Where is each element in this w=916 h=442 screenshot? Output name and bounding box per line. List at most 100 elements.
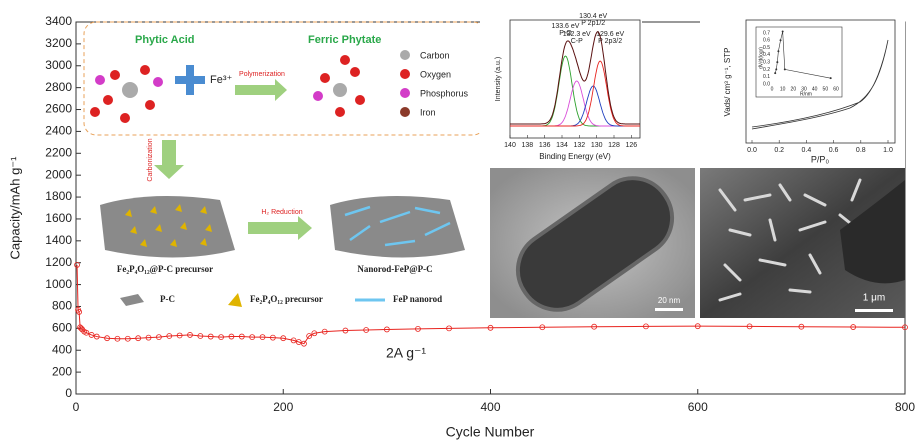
legend-label: Iron xyxy=(420,107,436,117)
arrow xyxy=(235,79,287,101)
data-point xyxy=(342,327,349,334)
arrow xyxy=(154,140,184,179)
peak-name: P 2p3/2 xyxy=(598,38,622,45)
data-point xyxy=(238,333,245,340)
y-tick-label: 0.0 xyxy=(763,81,770,87)
y-tick-label: 1400 xyxy=(45,233,72,247)
y-tick-label: 0.2 xyxy=(763,67,770,73)
x-tick-label: 30 xyxy=(801,86,807,92)
pore-point xyxy=(777,50,780,53)
x-tick-label: 0.6 xyxy=(829,147,839,154)
y-tick-label: 2000 xyxy=(45,167,72,181)
schematic: Phytic Acid Ferric Phytate Fe³⁺ Polymeri… xyxy=(83,21,486,307)
data-point xyxy=(124,335,131,342)
y-tick-label: 2800 xyxy=(45,80,72,94)
pore-point xyxy=(779,39,782,42)
molecule xyxy=(313,55,365,117)
x-tick-label: 800 xyxy=(895,400,915,414)
data-point xyxy=(850,324,857,330)
data-point xyxy=(155,334,162,341)
data-point xyxy=(383,326,390,333)
data-point xyxy=(166,333,173,339)
data-point xyxy=(145,334,152,341)
data-point xyxy=(228,333,235,340)
peak-label: 132.3 eV xyxy=(563,31,591,38)
y-tick-label: 2400 xyxy=(45,124,72,138)
x-axis-title: Binding Energy (eV) xyxy=(539,152,611,161)
data-point xyxy=(269,334,276,341)
label: Phytic Acid xyxy=(135,34,195,46)
peak-name: C-P xyxy=(571,38,583,45)
y-tick-label: 200 xyxy=(52,364,72,378)
data-point xyxy=(415,325,421,332)
pore-point xyxy=(781,30,784,33)
data-point xyxy=(487,324,494,331)
scale-bar xyxy=(855,309,893,312)
sheet xyxy=(100,196,235,258)
data-point xyxy=(290,337,297,344)
label: Polymerization xyxy=(239,71,285,78)
y-tick-label: 0.4 xyxy=(763,52,770,58)
xps-envelope xyxy=(510,31,640,125)
data-point xyxy=(249,334,256,341)
legend-label: Phosphorus xyxy=(420,88,469,98)
x-tick-label: 1.0 xyxy=(883,147,893,154)
x-tick-label: 200 xyxy=(273,400,293,414)
y-tick-label: 2200 xyxy=(45,145,72,159)
data-point xyxy=(902,324,908,331)
data-point xyxy=(218,334,224,341)
data-point xyxy=(746,323,753,330)
y-tick-label: 3000 xyxy=(45,58,72,72)
inset-frame xyxy=(745,19,896,144)
label: Carbonization xyxy=(147,138,154,181)
y-tick-label: 0.3 xyxy=(763,59,770,65)
peak-name: P 2p1/2 xyxy=(581,20,605,27)
peak-label: 130.4 eV xyxy=(579,13,607,20)
data-point xyxy=(88,332,95,338)
y-tick-label: 0.1 xyxy=(763,74,770,80)
pore-line xyxy=(774,31,831,79)
label: Fe₂P₄O₁₂@P-C precursor xyxy=(117,264,213,274)
data-point xyxy=(280,335,287,342)
data-point xyxy=(301,340,307,347)
particle xyxy=(515,176,675,312)
xps-inset: Intensity (a.u.) Binding Energy (eV) 140… xyxy=(480,13,642,168)
y-tick-label: 3400 xyxy=(45,14,72,28)
nanorods xyxy=(344,205,451,247)
bet-inset: Vads/ cm³ g⁻¹, STP P/P₀ 0.0 0.2 0.4 0.6 0.8 1… xyxy=(700,14,905,168)
x-tick-label: 0.4 xyxy=(802,147,812,154)
y-tick-label: 0.7 xyxy=(763,30,770,36)
y-axis-title: Vads/ cm³ g⁻¹, STP xyxy=(723,48,732,117)
data-point xyxy=(798,323,805,330)
legend-label: Oxygen xyxy=(420,69,451,79)
data-point xyxy=(446,325,452,332)
x-tick-label: 126 xyxy=(625,142,637,149)
y-tick-label: 0 xyxy=(65,386,72,400)
y-tick-label: 0.6 xyxy=(763,38,770,44)
sem-image: 1 μm xyxy=(700,168,905,318)
y-tick-label: 1600 xyxy=(45,211,72,225)
key-icon xyxy=(228,293,242,307)
data-point xyxy=(321,328,328,335)
inset-frame xyxy=(509,19,641,139)
x-tick-label: 60 xyxy=(833,86,839,92)
x-tick-label: 400 xyxy=(480,400,500,414)
pore-point xyxy=(776,61,779,64)
y-axis-title: dV/d(logr) xyxy=(758,47,764,69)
scale-bar xyxy=(655,308,683,311)
x-tick-label: 132 xyxy=(573,142,585,149)
data-point xyxy=(76,309,83,315)
pore-point xyxy=(775,68,778,71)
data-point xyxy=(176,332,183,339)
x-tick-label: 0 xyxy=(771,86,774,92)
y-tick-label: 1200 xyxy=(45,255,72,269)
peak-name: P-O xyxy=(559,30,572,37)
rods xyxy=(718,178,862,302)
inset-bg xyxy=(480,14,642,168)
x-tick-label: 0.0 xyxy=(747,147,757,154)
plot-area: 0200400600800100012001400160018002000220… xyxy=(45,14,915,414)
data-point xyxy=(104,335,110,342)
legend-label: Carbon xyxy=(420,50,450,60)
tem-image: 20 nm xyxy=(490,168,695,318)
